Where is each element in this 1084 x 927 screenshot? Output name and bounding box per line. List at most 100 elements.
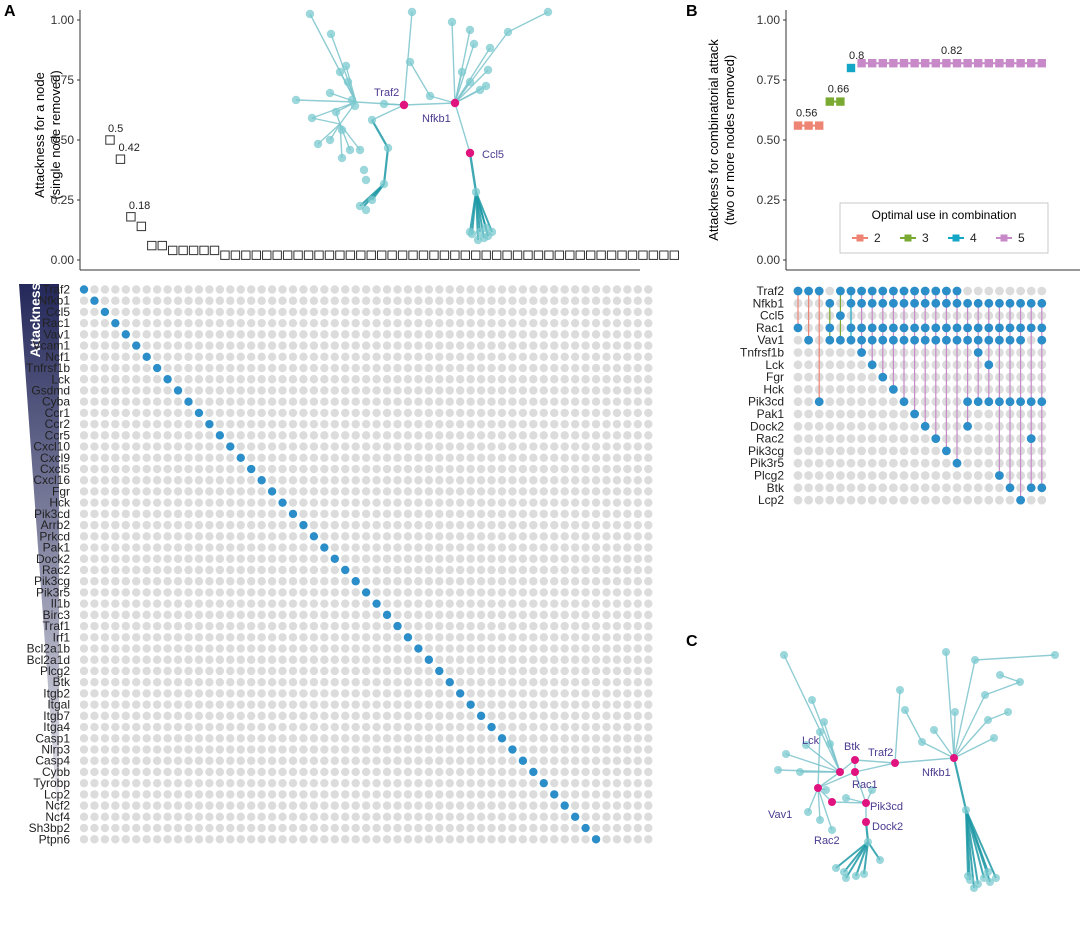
- combo-gene-label: Plcg2: [754, 469, 784, 483]
- matrix-dot: [299, 296, 308, 305]
- matrix-dot: [623, 644, 632, 653]
- matrix-dot: [497, 330, 507, 339]
- combo-matrix-dot: [825, 495, 835, 505]
- matrix-dot: [424, 397, 434, 406]
- matrix-dot: [205, 431, 214, 440]
- combo-matrix-dot-selected: [846, 335, 856, 345]
- matrix-dot: [330, 419, 339, 429]
- matrix-dot: [194, 678, 204, 687]
- matrix-dot: [570, 745, 580, 754]
- matrix-dot: [456, 543, 465, 552]
- matrix-dot: [79, 722, 89, 732]
- combo-matrix-dot-selected: [963, 335, 972, 345]
- matrix-dot: [309, 397, 319, 406]
- matrix-dot: [152, 823, 162, 833]
- matrix-dot: [361, 554, 371, 563]
- matrix-dot: [142, 363, 151, 373]
- network-hub-node: [465, 148, 475, 158]
- matrix-dot: [445, 689, 454, 698]
- matrix-dot: [393, 577, 402, 586]
- matrix-dot: [644, 621, 653, 631]
- matrix-dot: [550, 498, 559, 507]
- combo-matrix-dot: [984, 495, 994, 505]
- matrix-dot-selected: [581, 823, 590, 833]
- matrix-dot: [487, 442, 496, 451]
- matrix-dot: [424, 644, 434, 653]
- legend-entry-label: 5: [1018, 231, 1025, 245]
- matrix-dot: [309, 408, 319, 418]
- matrix-dot: [466, 431, 475, 440]
- gene-row-label: Lcp2: [44, 787, 70, 801]
- matrix-dot: [236, 588, 245, 597]
- matrix-dot: [382, 655, 392, 664]
- matrix-dot: [644, 745, 653, 754]
- gene-row-label: Ccl5: [46, 305, 70, 319]
- matrix-dot: [539, 633, 548, 642]
- combo-gene-label: Dock2: [750, 419, 784, 433]
- matrix-dot: [560, 397, 569, 406]
- matrix-dot: [424, 464, 434, 474]
- matrix-dot: [518, 341, 528, 350]
- matrix-dot: [361, 812, 371, 822]
- matrix-dot: [163, 442, 172, 451]
- combo-matrix-dot: [867, 397, 877, 407]
- matrix-dot: [570, 431, 580, 440]
- matrix-dot: [267, 722, 277, 732]
- matrix-dot: [309, 509, 319, 519]
- matrix-dot: [79, 307, 89, 317]
- matrix-dot: [476, 386, 486, 395]
- matrix-dot: [320, 790, 329, 799]
- network-node: [971, 656, 979, 664]
- matrix-dot: [152, 330, 162, 339]
- matrix-dot: [476, 431, 486, 440]
- matrix-dot: [142, 431, 151, 440]
- combo-matrix-dot: [878, 397, 888, 407]
- matrix-dot: [570, 408, 580, 418]
- matrix-dot-selected: [330, 554, 339, 563]
- matrix-dot: [466, 554, 475, 563]
- matrix-dot: [184, 487, 193, 496]
- combo-matrix-dot: [793, 335, 803, 345]
- matrix-dot: [132, 453, 141, 462]
- matrix-dot: [393, 476, 402, 485]
- matrix-dot: [539, 711, 548, 721]
- matrix-dot: [633, 532, 643, 541]
- matrix-dot: [414, 790, 423, 799]
- combo-matrix-dot: [814, 471, 824, 480]
- matrix-dot: [508, 296, 517, 305]
- matrix-dot: [424, 363, 434, 373]
- matrix-dot: [184, 790, 193, 799]
- matrix-dot: [215, 363, 225, 373]
- matrix-dot: [581, 318, 590, 328]
- combo-matrix-dot-selected: [804, 286, 813, 296]
- attackness-point: [638, 250, 648, 260]
- matrix-dot-selected: [79, 285, 89, 294]
- matrix-dot: [612, 588, 622, 597]
- matrix-dot: [382, 352, 392, 362]
- matrix-dot: [570, 442, 580, 451]
- matrix-dot: [299, 397, 308, 406]
- matrix-dot: [330, 711, 339, 721]
- attackness-point: [471, 250, 481, 260]
- matrix-dot: [539, 655, 548, 664]
- matrix-dot: [623, 509, 632, 519]
- matrix-dot: [111, 307, 120, 317]
- matrix-dot: [456, 678, 465, 687]
- combo-matrix-dot: [973, 409, 983, 419]
- attackness-point: [387, 250, 397, 260]
- gene-row-label: Ccr5: [45, 428, 71, 442]
- matrix-dot: [288, 835, 298, 844]
- network-node: [896, 686, 904, 694]
- matrix-dot: [560, 700, 569, 709]
- matrix-dot: [309, 655, 319, 664]
- combination-value-label: 0.82: [941, 45, 962, 57]
- matrix-dot: [424, 318, 434, 328]
- combo-matrix-dot-selected: [931, 323, 941, 333]
- matrix-dot: [257, 610, 266, 620]
- attackness-point: [554, 250, 565, 260]
- combo-matrix-dot: [846, 397, 856, 407]
- matrix-dot: [612, 633, 622, 642]
- matrix-dot: [194, 599, 204, 608]
- matrix-dot: [132, 554, 141, 563]
- matrix-dot: [194, 812, 204, 822]
